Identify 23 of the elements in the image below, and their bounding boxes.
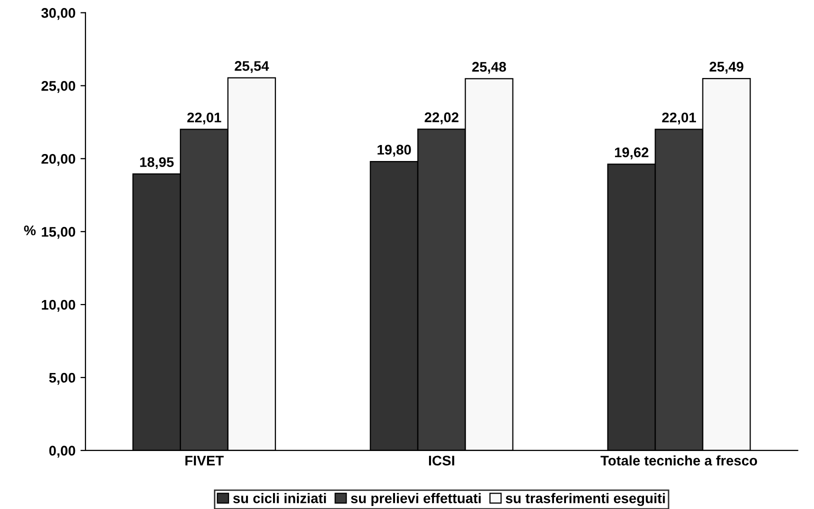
x-tick-label: Totale tecniche a fresco bbox=[600, 455, 758, 466]
y-tick-label: 20,00 bbox=[41, 154, 76, 166]
y-axis-title: % bbox=[24, 226, 36, 236]
y-tick-label: 0,00 bbox=[49, 446, 76, 458]
legend-label: su cicli iniziati bbox=[233, 493, 326, 504]
legend-label: su prelievi effettuati bbox=[350, 493, 481, 506]
data-label: 25,49 bbox=[710, 62, 744, 74]
data-label: 22,01 bbox=[662, 112, 696, 124]
data-label: 19,62 bbox=[615, 147, 648, 160]
legend-label: su trasferimenti eseguiti bbox=[506, 493, 665, 506]
x-tick-label: FIVET bbox=[185, 456, 224, 466]
data-label: 25,54 bbox=[234, 61, 269, 73]
y-tick-label: 15,00 bbox=[42, 226, 76, 239]
x-tick-label: ICSI bbox=[429, 456, 454, 466]
y-tick-label: 5,00 bbox=[49, 372, 76, 385]
y-tick-label: 10,00 bbox=[42, 300, 76, 312]
y-tick-label: 25,00 bbox=[41, 81, 76, 93]
data-label: 25,48 bbox=[472, 62, 506, 74]
data-label: 19,80 bbox=[378, 144, 411, 157]
y-tick-label: 30,00 bbox=[41, 8, 76, 20]
data-label: 18,95 bbox=[140, 157, 174, 170]
data-label: 22,02 bbox=[424, 112, 458, 124]
data-label: 22,01 bbox=[187, 112, 222, 124]
